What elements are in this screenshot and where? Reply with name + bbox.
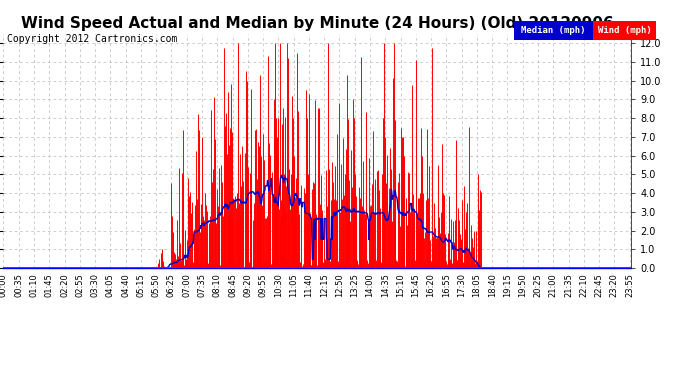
Text: Median (mph): Median (mph) xyxy=(522,26,586,35)
Title: Wind Speed Actual and Median by Minute (24 Hours) (Old) 20120906: Wind Speed Actual and Median by Minute (… xyxy=(21,16,614,31)
Text: Copyright 2012 Cartronics.com: Copyright 2012 Cartronics.com xyxy=(7,34,177,44)
Text: Wind (mph): Wind (mph) xyxy=(598,26,651,35)
